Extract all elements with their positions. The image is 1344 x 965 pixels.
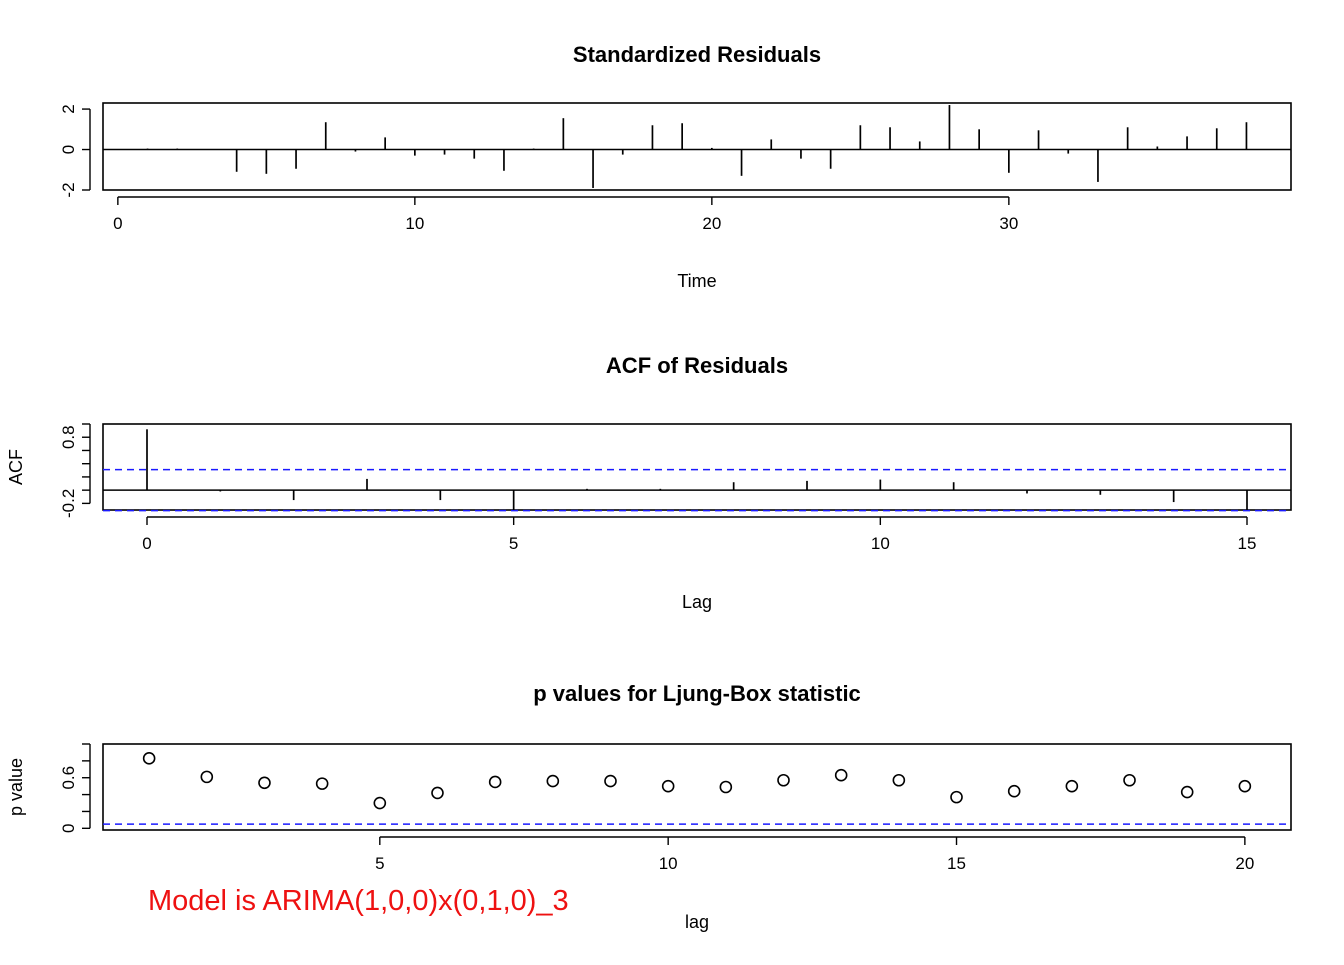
p-value-point [604, 774, 617, 788]
panel-standardized-residuals: Standardized Residuals 0 10 20 30 -2 0 2 Time [59, 42, 1292, 291]
p-value-point [777, 773, 790, 787]
x-tick-label: 5 [375, 854, 384, 873]
p-value-point [661, 779, 675, 793]
x-tick-label: 5 [509, 534, 518, 553]
series-marks [103, 429, 1291, 512]
model-annotation: Model is ARIMA(1,0,0)x(0,1,0)_3 [148, 885, 569, 917]
p-value-point [719, 780, 733, 794]
x-axis: 5 10 15 20 [375, 836, 1254, 873]
x-tick-label: 0 [113, 214, 122, 233]
x-tick-label: 20 [1235, 854, 1254, 873]
p-value-point [258, 776, 271, 790]
plot-frame [102, 743, 1292, 831]
y-axis-label: p value [6, 758, 26, 816]
p-value-point [892, 773, 906, 787]
p-value-point [1180, 785, 1194, 799]
x-axis-label: lag [685, 912, 709, 932]
plot-frame [102, 102, 1292, 191]
x-tick-label: 15 [1238, 534, 1257, 553]
chart-title: Standardized Residuals [573, 42, 821, 67]
x-tick-label: 15 [947, 854, 966, 873]
y-axis: -2 0 2 [59, 104, 91, 198]
p-value-point [1007, 784, 1021, 798]
p-value-point [1238, 779, 1252, 793]
x-tick-label: 10 [405, 214, 424, 233]
p-value-point [373, 796, 387, 810]
p-value-point [834, 768, 848, 782]
p-value-point [431, 786, 444, 800]
p-value-point [1065, 779, 1079, 793]
y-tick-label: 0.8 [59, 425, 78, 449]
p-value-point [546, 774, 560, 788]
x-tick-label: 10 [659, 854, 678, 873]
series-marks [103, 105, 1291, 188]
x-axis: 0 10 20 30 [113, 196, 1018, 233]
y-axis-label: ACF [6, 449, 26, 485]
panel-acf: ACF of Residuals 0 5 10 15 -0.2 0.8 Lag ACF [6, 353, 1292, 612]
p-value-point [950, 790, 963, 804]
y-axis: 00.6 [59, 743, 91, 833]
p-value-point [488, 775, 502, 789]
panel-ljung-box: p values for Ljung-Box statistic 5 10 15 20… [6, 681, 1292, 932]
x-tick-label: 20 [702, 214, 721, 233]
y-axis: -0.2 0.8 [59, 423, 91, 518]
p-value-point [1123, 773, 1136, 787]
p-value-point [200, 770, 214, 784]
x-tick-label: 0 [142, 534, 151, 553]
x-axis-label: Time [677, 271, 716, 291]
y-tick-label: 0 [59, 824, 78, 833]
chart-title: ACF of Residuals [606, 353, 788, 378]
y-tick-label: -0.2 [59, 489, 78, 518]
x-axis: 0 5 10 15 [142, 516, 1257, 553]
x-tick-label: 10 [871, 534, 890, 553]
x-tick-label: 30 [999, 214, 1018, 233]
p-value-point [142, 752, 156, 765]
y-tick-label: -2 [59, 182, 78, 197]
y-tick-label: 0 [59, 145, 78, 154]
chart-title: p values for Ljung-Box statistic [533, 681, 861, 706]
y-tick-label: 0.6 [59, 766, 78, 790]
y-tick-label: 2 [59, 104, 78, 113]
p-value-point [315, 777, 329, 790]
x-axis-label: Lag [682, 592, 712, 612]
series-marks [103, 752, 1291, 825]
